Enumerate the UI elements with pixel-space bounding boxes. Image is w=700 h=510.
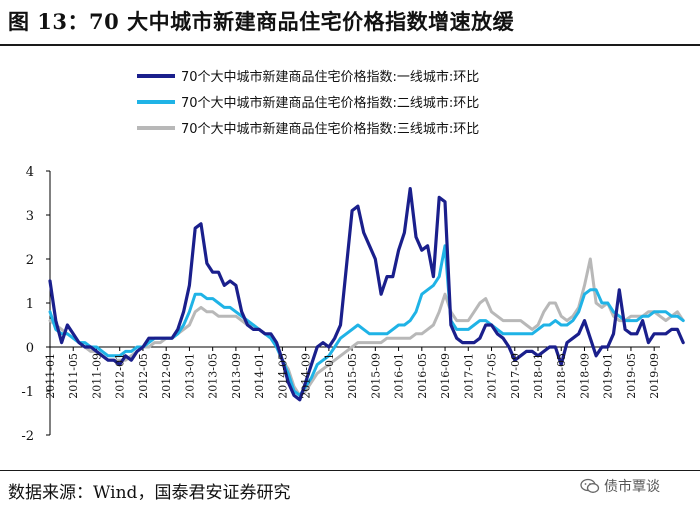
x-tick-label: 2018-05 bbox=[555, 353, 568, 399]
wechat-icon bbox=[580, 478, 600, 493]
x-tick-label: 2019-01 bbox=[602, 353, 615, 399]
x-tick-label: 2012-05 bbox=[137, 353, 150, 399]
chart-axes bbox=[46, 170, 660, 436]
title-divider bbox=[0, 44, 700, 46]
chart-series-layer bbox=[48, 187, 685, 402]
legend-label-2: 70个大中城市新建商品住宅价格指数:二线城市:环比 bbox=[181, 95, 479, 111]
data-source-note: 数据来源：Wind，国泰君安证券研究 bbox=[8, 483, 291, 503]
x-tick-label: 2018-01 bbox=[532, 353, 545, 399]
x-tick-label: 2014-01 bbox=[253, 353, 266, 399]
x-tick-label: 2016-09 bbox=[439, 353, 452, 399]
watermark: 债市覃谈 bbox=[580, 476, 660, 496]
series-line-1 bbox=[48, 187, 685, 402]
footer-divider bbox=[0, 470, 700, 471]
figure-title: 图 13：70 大中城市新建商品住宅价格指数增速放缓 bbox=[8, 9, 515, 34]
chart-legend: 70个大中城市新建商品住宅价格指数:一线城市:环比 70个大中城市新建商品住宅价格… bbox=[137, 69, 479, 137]
x-tick-label: 2015-05 bbox=[346, 353, 359, 399]
x-tick-label: 2015-01 bbox=[323, 353, 336, 399]
x-tick-label: 2014-05 bbox=[276, 353, 289, 399]
y-tick-label: -1 bbox=[21, 385, 34, 400]
x-tick-label: 2017-01 bbox=[462, 353, 475, 399]
y-tick-label: 2 bbox=[26, 253, 34, 268]
x-tick-label: 2011-01 bbox=[44, 353, 57, 399]
series-line-3 bbox=[48, 257, 685, 397]
y-tick-label: 4 bbox=[26, 165, 34, 180]
x-tick-label: 2013-09 bbox=[230, 353, 243, 399]
x-tick-label: 2011-05 bbox=[67, 353, 80, 399]
x-tick-label: 2017-09 bbox=[509, 353, 522, 399]
x-tick-label: 2013-01 bbox=[183, 353, 196, 399]
x-tick-label: 2012-01 bbox=[114, 353, 127, 399]
x-tick-label: 2016-05 bbox=[416, 353, 429, 399]
x-tick-label: 2019-09 bbox=[648, 353, 661, 399]
legend-label-1: 70个大中城市新建商品住宅价格指数:一线城市:环比 bbox=[181, 69, 479, 85]
x-tick-label: 2017-05 bbox=[486, 353, 499, 399]
watermark-text: 债市覃谈 bbox=[604, 479, 660, 495]
y-tick-label: 3 bbox=[26, 209, 34, 224]
y-tick-label: 1 bbox=[26, 297, 34, 312]
x-tick-label: 2016-01 bbox=[393, 353, 406, 399]
y-tick-label: -2 bbox=[21, 429, 34, 444]
legend-label-3: 70个大中城市新建商品住宅价格指数:三线城市:环比 bbox=[181, 121, 479, 137]
x-tick-label: 2018-09 bbox=[578, 353, 591, 399]
x-tick-label: 2013-05 bbox=[207, 353, 220, 399]
x-tick-label: 2019-05 bbox=[625, 353, 638, 399]
x-tick-label: 2014-09 bbox=[300, 353, 313, 399]
x-tick-label: 2012-09 bbox=[160, 353, 173, 399]
line-chart: 70个大中城市新建商品住宅价格指数:一线城市:环比 70个大中城市新建商品住宅价格… bbox=[21, 69, 685, 444]
y-tick-label: 0 bbox=[26, 341, 34, 356]
chart-tick-labels: -2 -1 0 1 2 3 4 2011-01 2011-05 2011-09 2012-01 201… bbox=[21, 165, 661, 444]
x-tick-label: 2015-09 bbox=[369, 353, 382, 399]
x-tick-label: 2011-09 bbox=[90, 353, 103, 399]
